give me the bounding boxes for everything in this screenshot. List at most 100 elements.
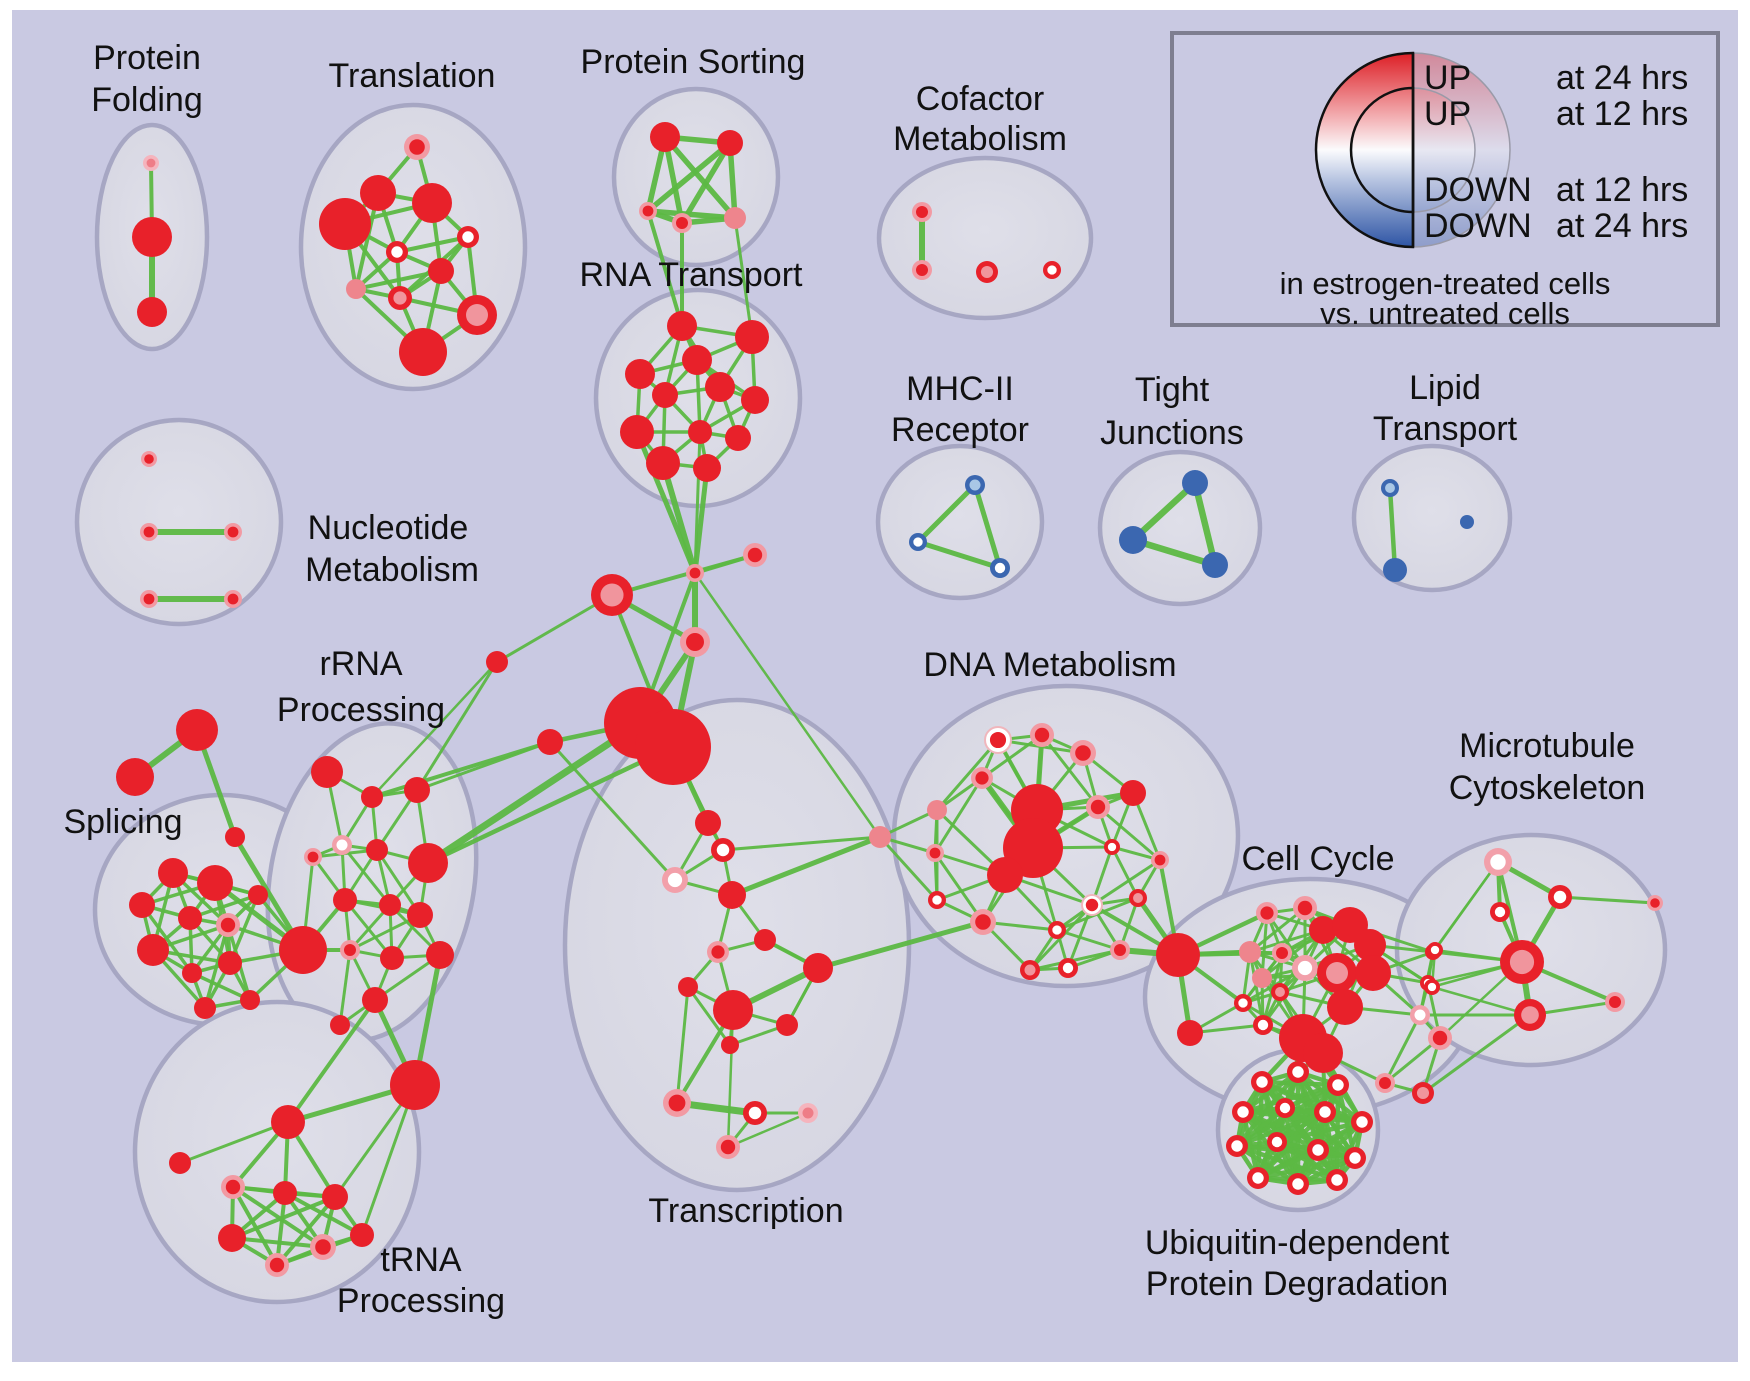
node-inner bbox=[1331, 1174, 1343, 1186]
node-inner bbox=[1490, 854, 1506, 870]
node-c16 bbox=[1234, 994, 1252, 1012]
node-p1 bbox=[650, 122, 680, 152]
node-outer bbox=[1177, 1020, 1203, 1046]
node-outer bbox=[652, 382, 678, 408]
node-inner bbox=[975, 771, 989, 785]
node-outer bbox=[218, 951, 242, 975]
node-outer bbox=[197, 865, 233, 901]
edge-splicing bbox=[190, 971, 252, 1002]
node-d14 bbox=[1151, 851, 1169, 869]
node-inner bbox=[1062, 962, 1074, 974]
node-inner bbox=[143, 526, 155, 538]
cluster-label-cytoskeleton: Cytoskeleton bbox=[1449, 769, 1646, 807]
node-inner bbox=[1414, 1009, 1426, 1021]
node-inner bbox=[1085, 898, 1099, 912]
node-outer bbox=[129, 892, 155, 918]
node-outer bbox=[137, 934, 169, 966]
node-inner bbox=[711, 945, 725, 959]
node-rr6 bbox=[366, 839, 388, 861]
node-outer bbox=[311, 756, 343, 788]
cluster-label-receptor: Receptor bbox=[891, 411, 1029, 449]
node-inner bbox=[1075, 745, 1091, 761]
node-c10 bbox=[1292, 955, 1318, 981]
legend-circle-inner-left bbox=[1349, 86, 1415, 214]
legend-time-1: at 12 hrs bbox=[1556, 95, 1688, 133]
node-r5 bbox=[705, 372, 735, 402]
edge bbox=[972, 482, 1003, 571]
node-v8 bbox=[346, 279, 366, 299]
node-d5 bbox=[927, 800, 947, 820]
cluster-labels: Protein Folding Translation Protein Sorting… bbox=[63, 39, 1645, 1320]
node-inner bbox=[1427, 982, 1437, 992]
node-s2 bbox=[197, 865, 233, 901]
node-s5 bbox=[216, 913, 240, 937]
node-outer bbox=[279, 926, 327, 974]
node-inner bbox=[975, 914, 991, 930]
node-inner bbox=[1430, 945, 1440, 955]
legend-direction-2: DOWN bbox=[1424, 171, 1532, 209]
node-rr9 bbox=[379, 894, 401, 916]
node-u6 bbox=[1314, 1101, 1336, 1123]
node-inner bbox=[1312, 1144, 1324, 1156]
node-inner bbox=[1553, 890, 1567, 904]
node-inner bbox=[1154, 854, 1166, 866]
node-inner bbox=[1024, 964, 1036, 976]
legend-direction-1: UP bbox=[1424, 95, 1471, 133]
node-r11 bbox=[646, 446, 680, 480]
edge bbox=[415, 740, 552, 792]
edge bbox=[424, 719, 644, 867]
node-inner bbox=[1252, 1172, 1264, 1184]
node-l2 bbox=[1383, 558, 1407, 582]
node-q4 bbox=[1043, 261, 1061, 279]
node-d16 bbox=[1081, 894, 1103, 916]
cluster-label-protein-degradation: Protein Degradation bbox=[1146, 1265, 1448, 1303]
node-outer bbox=[713, 990, 753, 1030]
node-m1 bbox=[1484, 848, 1512, 876]
edge bbox=[548, 740, 677, 882]
node-inner bbox=[686, 633, 704, 651]
node-inner bbox=[720, 1139, 736, 1155]
cluster-label-metabolism: Metabolism bbox=[305, 551, 479, 589]
node-c12 bbox=[1355, 955, 1391, 991]
node-inner bbox=[1349, 1152, 1361, 1164]
node-v7 bbox=[428, 258, 454, 284]
edge bbox=[721, 835, 882, 852]
node-u11 bbox=[1344, 1147, 1366, 1169]
edge-trna-hex bbox=[275, 1195, 337, 1267]
node-r6 bbox=[652, 382, 678, 408]
node-inner bbox=[642, 205, 654, 217]
node-t11 bbox=[663, 1089, 691, 1117]
node-inner bbox=[1509, 949, 1535, 975]
edge bbox=[1558, 895, 1657, 905]
node-t3 bbox=[662, 867, 688, 893]
node-outer bbox=[741, 386, 769, 414]
node-u14 bbox=[1326, 1169, 1348, 1191]
node-v11 bbox=[399, 328, 447, 376]
edge bbox=[693, 430, 702, 575]
node-d18 bbox=[970, 909, 996, 935]
node-h3 bbox=[322, 1184, 348, 1210]
node-outer bbox=[362, 987, 388, 1013]
node-s3 bbox=[129, 892, 155, 918]
node-t14 bbox=[716, 1135, 740, 1159]
edge-trna-hex bbox=[231, 1185, 325, 1249]
node-m4 bbox=[1427, 942, 1443, 958]
node-outer bbox=[620, 415, 654, 449]
node-outer bbox=[132, 217, 172, 257]
edge-ubiquitin bbox=[1274, 1139, 1340, 1183]
edge bbox=[915, 482, 978, 545]
node-outer bbox=[218, 1224, 246, 1252]
node-g3 bbox=[225, 827, 245, 847]
legend-direction-0: UP bbox=[1424, 59, 1471, 97]
node-h1 bbox=[221, 1175, 245, 1199]
node-outer bbox=[1182, 470, 1208, 496]
edge bbox=[360, 1083, 417, 1237]
edge-ubiquitin bbox=[1255, 1147, 1321, 1181]
node-m3 bbox=[1490, 902, 1510, 922]
node-outer bbox=[635, 709, 711, 785]
node-outer bbox=[486, 651, 508, 673]
edge bbox=[1191, 479, 1219, 569]
node-outer bbox=[319, 198, 371, 250]
node-x4 bbox=[680, 627, 710, 657]
